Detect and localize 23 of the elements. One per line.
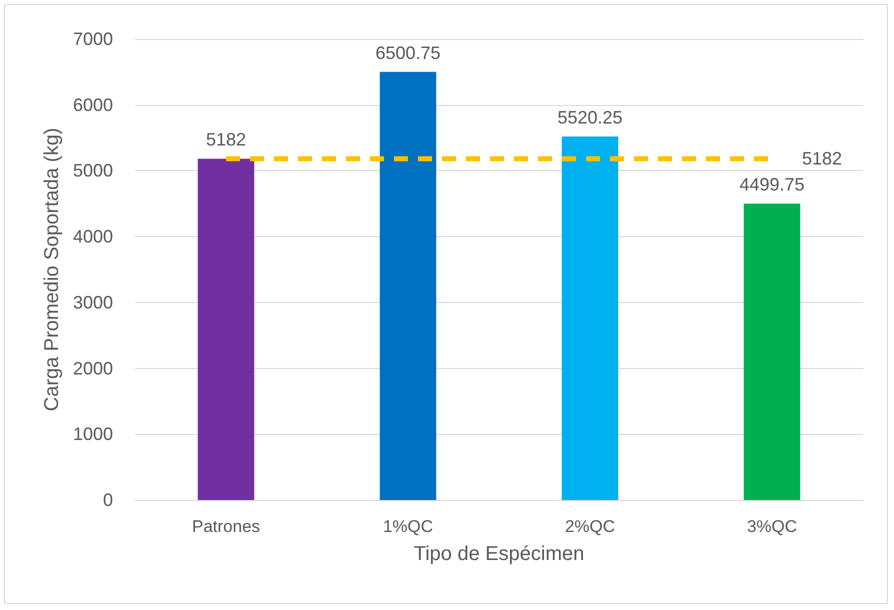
y-tick-label: 2000 [72,358,113,378]
data-label: 5182 [802,148,842,169]
bar [198,158,254,500]
y-axis-title: Carga Promedio Soportada (kg) [41,128,64,412]
data-label: 5520.25 [557,107,623,128]
y-tick-label: 4000 [72,226,113,247]
data-label: 6500.75 [375,42,441,63]
y-tick-label: 1000 [72,424,113,444]
y-tick-label: 6000 [72,94,113,115]
y-tick-label: 5000 [72,160,113,181]
x-tick-label: 2%QC [564,517,616,536]
bar [562,136,618,500]
y-tick-label: 7000 [72,29,113,49]
x-tick-label: Patrones [192,517,260,536]
data-label: 5182 [206,130,246,150]
bar [744,204,800,500]
x-tick-label: 1%QC [382,517,434,536]
y-tick-label: 3000 [72,292,113,312]
y-tick-label: 0 [102,490,113,510]
bar [380,72,436,500]
x-axis-title: Tipo de Espécimen [414,543,584,565]
data-label: 4499.75 [739,174,805,195]
x-tick-label: 3%QC [746,517,798,536]
